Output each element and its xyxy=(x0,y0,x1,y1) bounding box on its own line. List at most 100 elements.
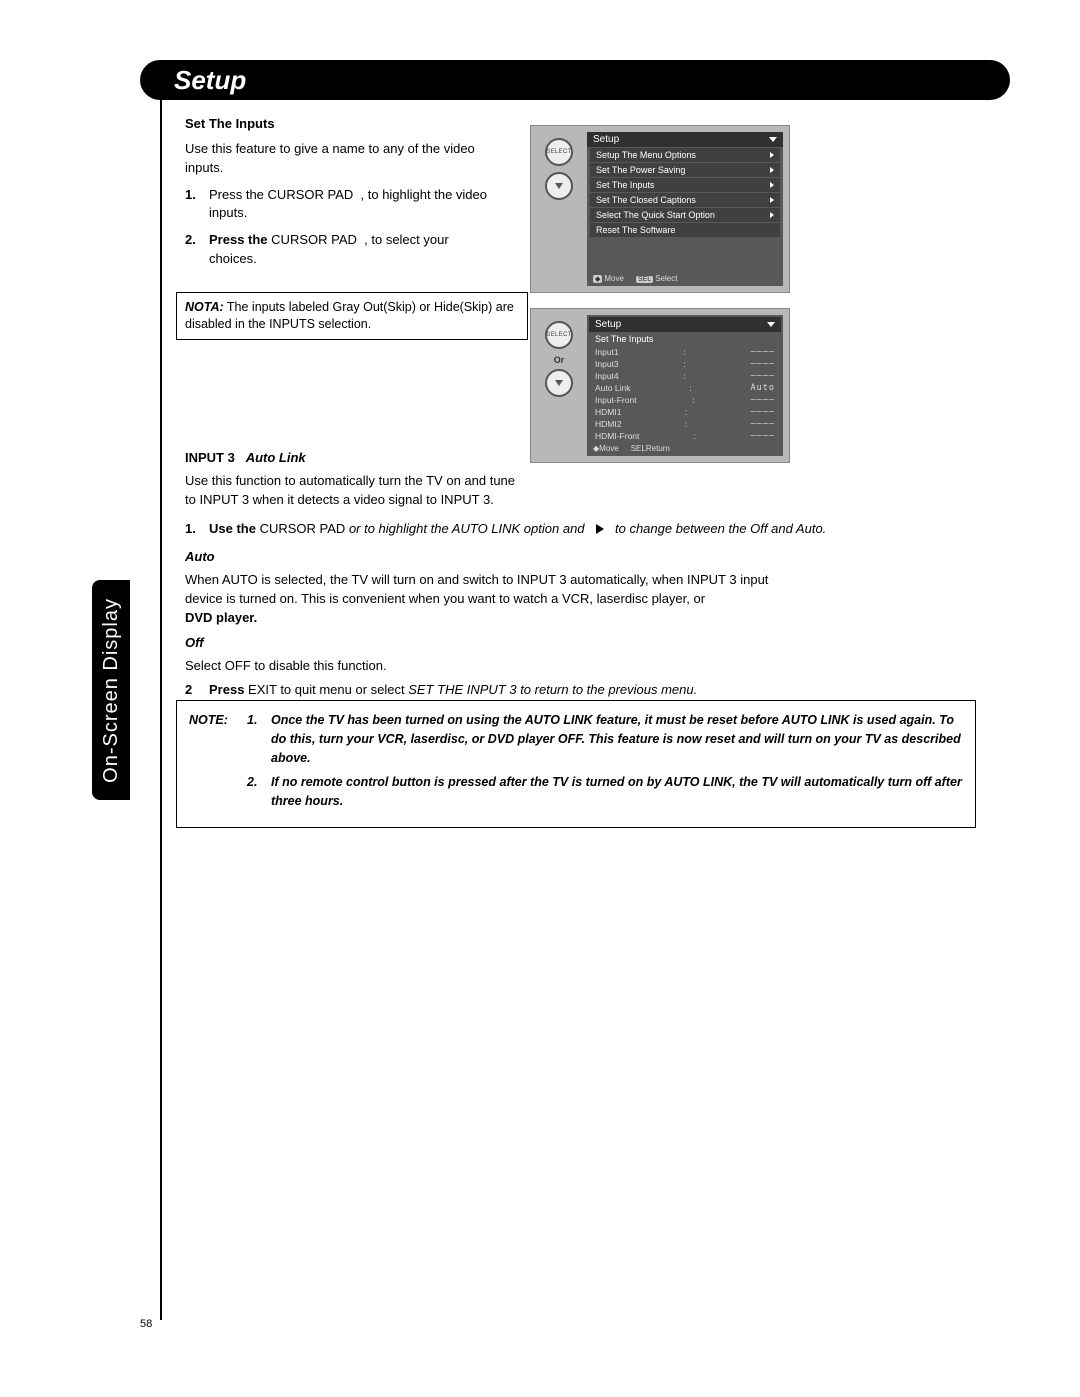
note-box-1: NOTA: The inputs labeled Gray Out(Skip) … xyxy=(176,292,528,340)
text: CURSOR PAD xyxy=(268,187,354,202)
osd-menu-item: Set The Closed Captions xyxy=(590,193,780,207)
osd-input-row: HDMI1:–––– xyxy=(589,406,781,418)
select-button-icon: SELECT xyxy=(545,138,573,166)
text: Use this function to automatically turn … xyxy=(185,473,515,488)
note-text: The inputs labeled Gray Out(Skip) or Hid… xyxy=(185,300,514,331)
text: DVD player. xyxy=(185,610,257,625)
arrow-right-icon xyxy=(770,182,774,188)
osd-input-row: Auto Link:Auto xyxy=(589,382,781,394)
text: 3 automatically, when INPUT xyxy=(559,572,725,587)
sel-badge: SEL xyxy=(636,276,653,283)
osd-row-value: –––– xyxy=(751,395,775,405)
off-heading: Off xyxy=(185,635,204,650)
osd-foot-move: Move xyxy=(599,444,619,453)
osd-remote-buttons: SELECT xyxy=(537,132,581,204)
arrow-right-icon xyxy=(770,152,774,158)
text: 3 input xyxy=(729,572,768,587)
osd-remote-buttons: SELECT Or xyxy=(537,315,581,401)
section-set-the-inputs: Set The Inputs Use this feature to give … xyxy=(185,115,525,269)
osd-menu-item: Select The Quick Start Option xyxy=(590,208,780,222)
triangle-right-icon xyxy=(596,524,604,534)
text: , to highlight the video xyxy=(361,187,487,202)
text: Use the xyxy=(209,521,256,536)
osd-row-label: HDMI1 xyxy=(595,407,621,417)
osd-input-list: Setup Set The Inputs Input1:–––– Input3:… xyxy=(587,315,783,456)
osd-input-row: Input3:–––– xyxy=(589,358,781,370)
heading-set-inputs: Set The Inputs xyxy=(185,115,525,134)
text: choices. xyxy=(209,251,257,266)
title-text: Setup xyxy=(174,65,246,96)
title-bar: Setup xyxy=(140,60,1010,100)
osd-menu-item: Reset The Software xyxy=(590,223,780,237)
osd-foot-select: Select xyxy=(655,274,677,283)
heading-autolink: Auto Link xyxy=(246,450,306,465)
osd-input-row: Input1:–––– xyxy=(589,346,781,358)
osd-screenshot-setup-menu: SELECT Setup Setup The Menu Options Set … xyxy=(530,125,790,293)
note-label: NOTA: xyxy=(185,300,224,314)
osd-row-label: Input-Front xyxy=(595,395,637,405)
osd-item-label: Set The Power Saving xyxy=(596,165,685,175)
text: Use this feature to give a name to any o… xyxy=(185,141,475,156)
note-item-number: 2. xyxy=(247,773,263,811)
down-arrow-button-icon xyxy=(545,369,573,397)
dropdown-icon xyxy=(767,322,775,327)
arrow-right-icon xyxy=(770,197,774,203)
osd-menu-title: Setup xyxy=(587,132,783,147)
osd-foot-move: Move xyxy=(604,274,624,283)
text: player, or xyxy=(652,591,705,606)
note-box-2: NOTE: 1. Once the TV has been turned on … xyxy=(176,700,976,828)
osd-row-value: –––– xyxy=(751,371,775,381)
text: OFF to disable this function. xyxy=(225,658,387,673)
osd-row-label: Input4 xyxy=(595,371,619,381)
text: device is turned on. This is convenient … xyxy=(185,591,648,606)
osd-row-value: –––– xyxy=(751,431,775,441)
osd-row-value: –––– xyxy=(751,419,775,429)
step-number: 2 xyxy=(185,681,203,700)
step-1-autolink: 1. Use the CURSOR PAD or to highlight th… xyxy=(185,520,955,539)
osd-menu-item: Set The Power Saving xyxy=(590,163,780,177)
step-1: 1. Press the CURSOR PAD , to highlight t… xyxy=(185,186,525,224)
side-tab: On-Screen Display xyxy=(92,580,130,800)
osd-input-row: HDMI-Front:–––– xyxy=(589,430,781,442)
dropdown-icon xyxy=(769,137,777,142)
osd-title-text: Setup xyxy=(593,134,619,145)
osd-row-label: Input3 xyxy=(595,359,619,369)
osd-menu: Setup Setup The Menu Options Set The Pow… xyxy=(587,132,783,286)
osd-row-label: Input1 xyxy=(595,347,619,357)
osd-item-label: Set The Inputs xyxy=(596,180,654,190)
text: EXIT to quit menu or select xyxy=(248,682,405,697)
osd-input-row: Input4:–––– xyxy=(589,370,781,382)
text: inputs. xyxy=(209,205,247,220)
text: CURSOR PAD xyxy=(271,232,357,247)
text: inputs. xyxy=(185,160,223,175)
note-item-number: 1. xyxy=(247,711,263,767)
text-ital: to change between the Off and Auto. xyxy=(615,521,826,536)
text: to INPUT 3 when it detects a video signa… xyxy=(185,492,494,507)
section-input3-autolink: INPUT 3 Auto Link Use this function to a… xyxy=(185,449,955,700)
text: , to select your xyxy=(364,232,449,247)
or-label: Or xyxy=(537,355,581,365)
down-arrow-button-icon xyxy=(545,172,573,200)
side-tab-label: On-Screen Display xyxy=(100,598,123,783)
text: AUTO is selected, the TV will turn on an… xyxy=(222,572,556,587)
step-number: 1. xyxy=(185,186,203,224)
step-number: 1. xyxy=(185,520,203,539)
osd-title-text: Setup xyxy=(595,319,621,330)
osd-item-label: Reset The Software xyxy=(596,225,675,235)
page-number: 58 xyxy=(140,1318,152,1330)
osd-menu-title: Setup xyxy=(589,317,781,332)
osd-row-value: –––– xyxy=(751,407,775,417)
text: Press the xyxy=(209,187,264,202)
osd-input-row: HDMI2:–––– xyxy=(589,418,781,430)
text: Press the xyxy=(209,232,268,247)
text: Press xyxy=(209,682,244,697)
step-2: 2. Press the CURSOR PAD , to select your… xyxy=(185,231,525,269)
text: Select xyxy=(185,658,221,673)
osd-row-value: –––– xyxy=(751,347,775,357)
text: CURSOR PAD xyxy=(260,521,346,536)
osd-input-row: Input-Front:–––– xyxy=(589,394,781,406)
auto-heading: Auto xyxy=(185,549,215,564)
arrow-right-icon xyxy=(770,212,774,218)
osd-item-label: Select The Quick Start Option xyxy=(596,210,715,220)
note-text: If no remote control button is pressed a… xyxy=(271,773,963,811)
